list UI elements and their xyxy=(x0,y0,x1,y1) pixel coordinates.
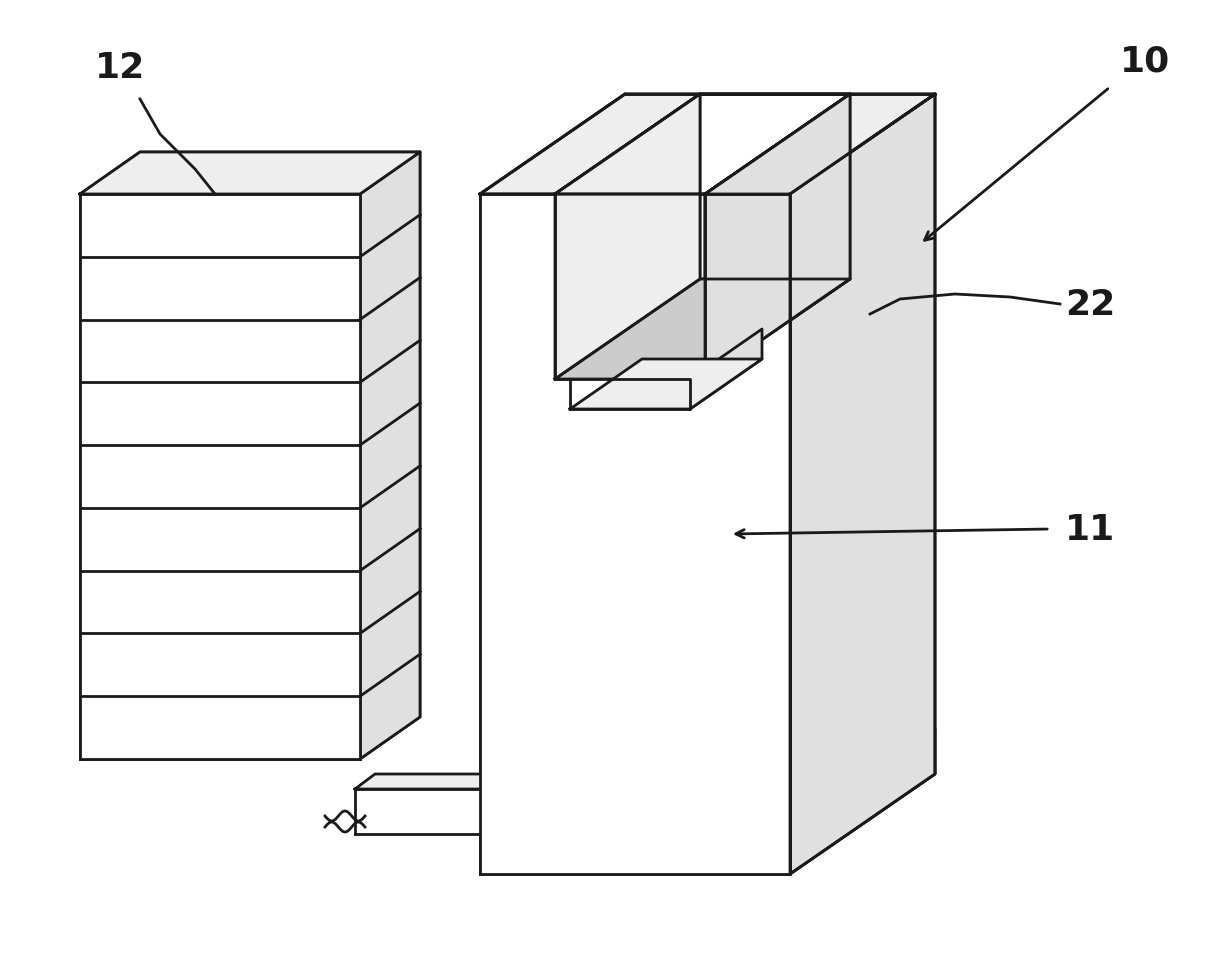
Polygon shape xyxy=(354,774,507,789)
Polygon shape xyxy=(361,152,420,760)
Text: 10: 10 xyxy=(1119,45,1170,79)
Polygon shape xyxy=(690,330,762,410)
Polygon shape xyxy=(480,95,935,194)
Polygon shape xyxy=(555,95,850,194)
Polygon shape xyxy=(571,359,762,410)
Polygon shape xyxy=(555,280,850,379)
Polygon shape xyxy=(480,194,790,874)
Polygon shape xyxy=(80,194,361,760)
Polygon shape xyxy=(705,95,850,379)
Polygon shape xyxy=(480,194,790,874)
Text: 11: 11 xyxy=(1065,513,1116,546)
Polygon shape xyxy=(361,152,420,760)
Polygon shape xyxy=(354,789,488,834)
Polygon shape xyxy=(790,729,935,874)
Polygon shape xyxy=(555,280,850,379)
Polygon shape xyxy=(790,95,935,874)
Polygon shape xyxy=(480,729,935,829)
Text: 22: 22 xyxy=(1065,288,1116,322)
Polygon shape xyxy=(555,95,700,379)
Polygon shape xyxy=(80,152,420,194)
Polygon shape xyxy=(571,379,690,410)
Polygon shape xyxy=(571,379,690,410)
Polygon shape xyxy=(80,194,361,760)
Polygon shape xyxy=(571,359,762,410)
Polygon shape xyxy=(80,152,420,194)
Polygon shape xyxy=(555,95,700,379)
Polygon shape xyxy=(690,330,762,410)
Polygon shape xyxy=(705,95,850,379)
Polygon shape xyxy=(480,829,790,874)
Text: 12: 12 xyxy=(95,51,146,85)
